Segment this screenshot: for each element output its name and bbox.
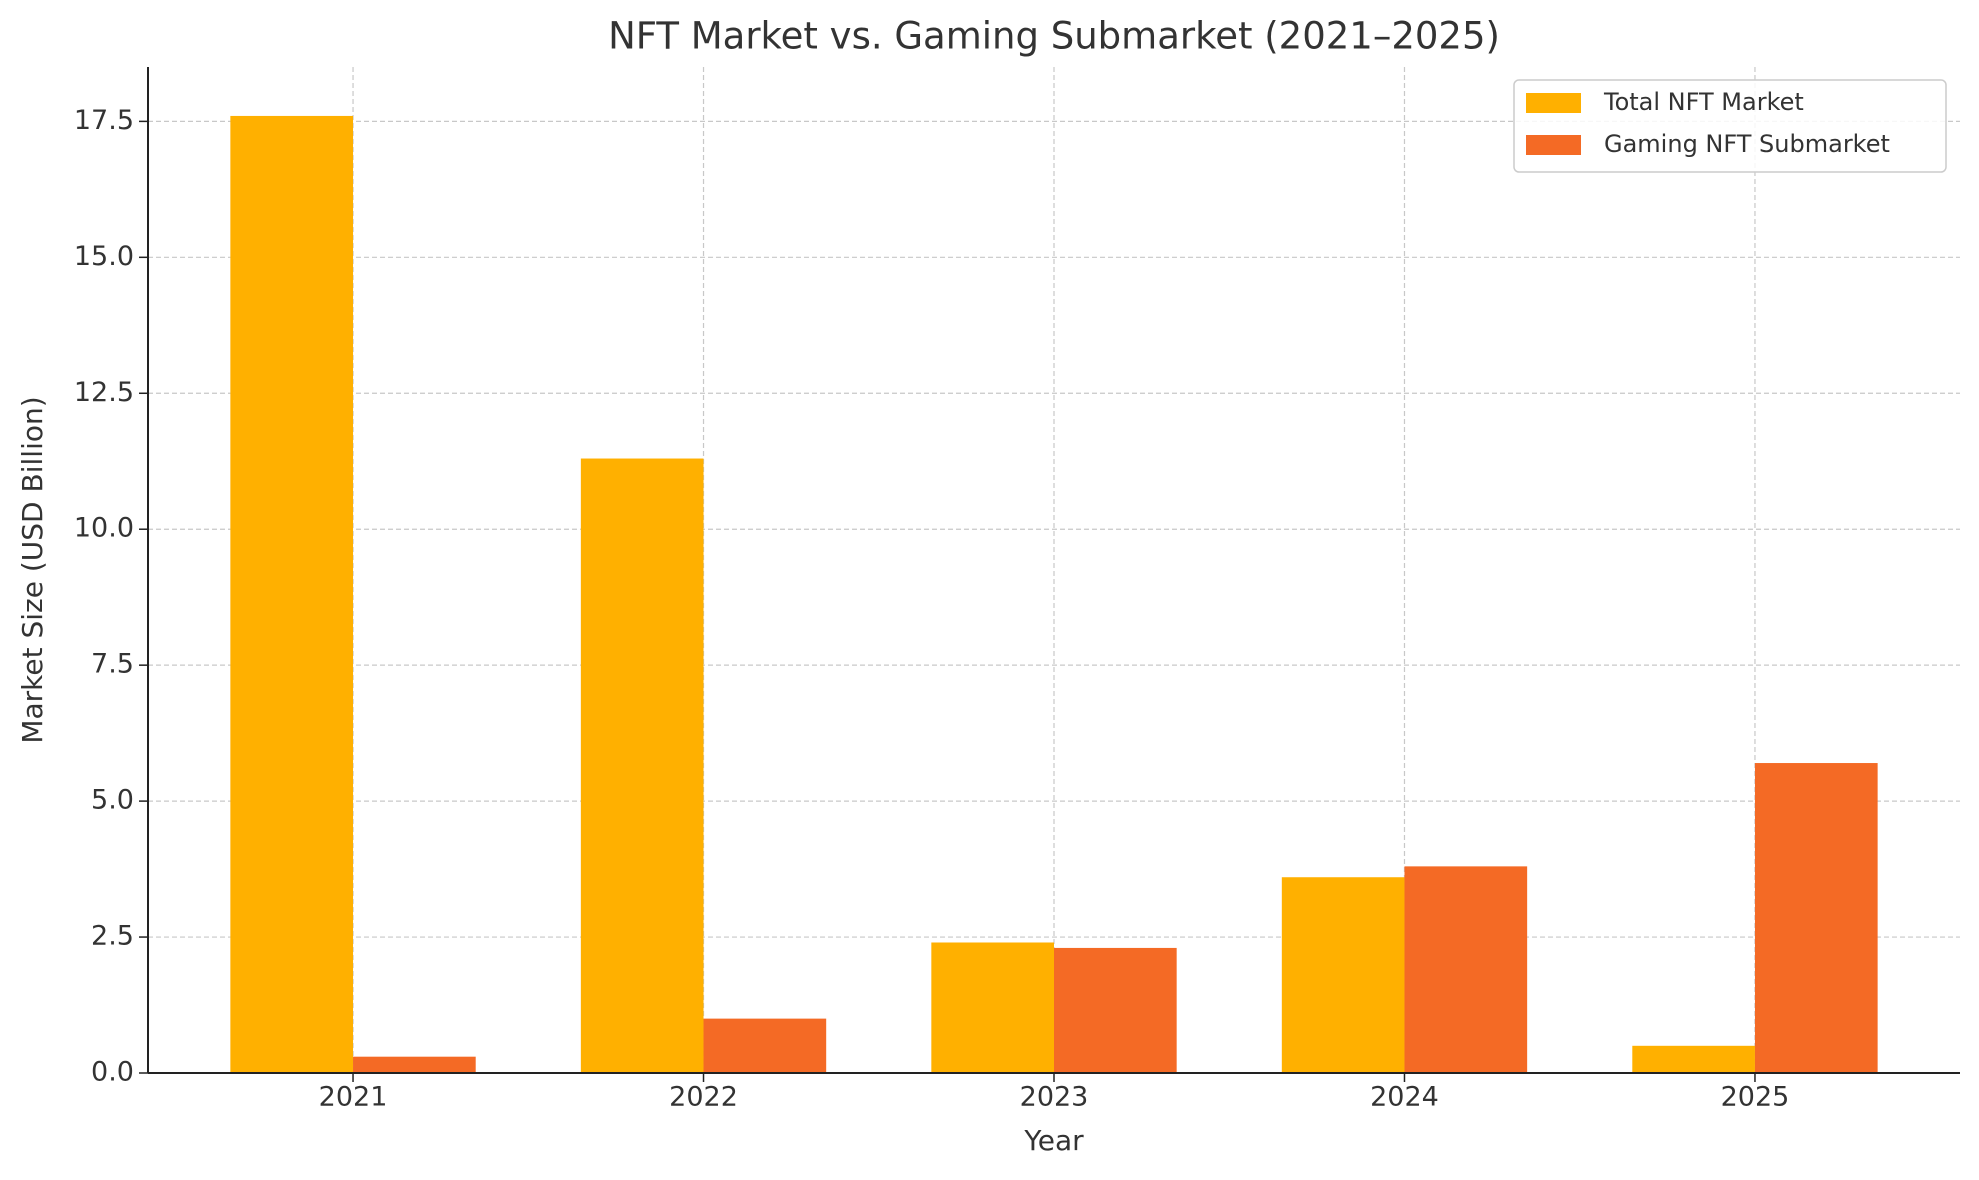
bar	[580, 458, 704, 1074]
bar	[230, 115, 354, 1073]
bar	[1281, 877, 1405, 1073]
y-tick-label: 2.5	[91, 921, 134, 952]
legend-swatch	[1526, 135, 1581, 155]
chart-title: NFT Market vs. Gaming Submarket (2021–20…	[608, 15, 1500, 58]
y-tick-label: 10.0	[74, 513, 134, 544]
y-axis-label: Market Size (USD Billion)	[16, 396, 49, 743]
x-tick-label: 2023	[1020, 1082, 1089, 1113]
bar	[703, 1018, 827, 1073]
x-axis-label: Year	[1023, 1124, 1084, 1157]
legend-label: Total NFT Market	[1603, 88, 1804, 116]
bar	[1404, 866, 1528, 1073]
legend-box	[1513, 79, 1947, 173]
x-tick-label: 2021	[319, 1082, 388, 1113]
x-tick-label: 2024	[1370, 1082, 1439, 1113]
bar	[1632, 1045, 1755, 1073]
legend-swatch	[1526, 93, 1581, 113]
y-tick-label: 0.0	[91, 1057, 134, 1088]
x-tick-label: 2022	[669, 1082, 738, 1113]
legend-label: Gaming NFT Submarket	[1604, 130, 1890, 158]
y-tick-label: 17.5	[74, 105, 134, 136]
y-tick-label: 12.5	[74, 377, 134, 408]
bar	[353, 1056, 476, 1073]
x-tick-label: 2025	[1721, 1082, 1790, 1113]
y-tick-label: 5.0	[91, 785, 134, 816]
y-tick-label: 15.0	[74, 241, 134, 272]
bar	[1054, 947, 1177, 1073]
bar	[1754, 763, 1878, 1073]
y-tick-label: 7.5	[91, 649, 134, 680]
bar	[931, 942, 1054, 1073]
